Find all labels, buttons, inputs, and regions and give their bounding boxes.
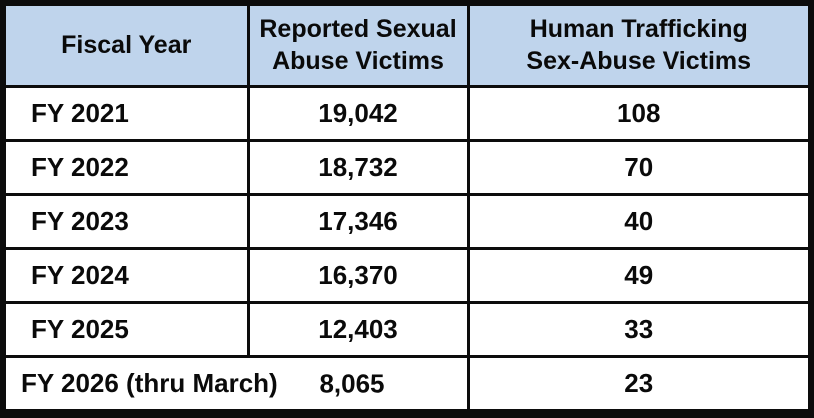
reported-victims-cell: 19,042 xyxy=(246,85,470,142)
trafficking-victims-cell: 40 xyxy=(466,193,813,250)
reported-victims-value: 8,065 xyxy=(319,368,385,398)
fiscal-year-cell: FY 2023 xyxy=(1,193,250,250)
fiscal-year-cell: FY 2022 xyxy=(1,139,250,196)
table-row: FY 2025 12,403 33 xyxy=(1,301,813,358)
trafficking-victims-cell: 33 xyxy=(466,301,813,358)
fiscal-year-merged-cell: FY 2026 (thru March) 8,065 xyxy=(1,355,470,415)
table-row-merged: FY 2026 (thru March) 8,065 23 xyxy=(1,355,813,415)
fiscal-year-cell: FY 2024 xyxy=(1,247,250,304)
reported-victims-cell: 18,732 xyxy=(246,139,470,196)
reported-victims-cell: 17,346 xyxy=(246,193,470,250)
fiscal-year-label: FY 2026 (thru March) xyxy=(21,368,278,398)
trafficking-victims-cell: 49 xyxy=(466,247,813,304)
trafficking-victims-cell: 108 xyxy=(466,85,813,142)
table-row: FY 2024 16,370 49 xyxy=(1,247,813,304)
fiscal-year-cell: FY 2021 xyxy=(1,85,250,142)
column-header-reported-sexual-abuse-victims: Reported Sexual Abuse Victims xyxy=(246,1,470,88)
column-header-human-trafficking-sex-abuse-victims: Human Trafficking Sex-Abuse Victims xyxy=(466,1,813,88)
fiscal-year-cell: FY 2025 xyxy=(1,301,250,358)
trafficking-victims-cell: 70 xyxy=(466,139,813,196)
table-row: FY 2022 18,732 70 xyxy=(1,139,813,196)
header-row: Fiscal Year Reported Sexual Abuse Victim… xyxy=(1,1,813,88)
column-header-fiscal-year: Fiscal Year xyxy=(1,1,250,88)
table-row: FY 2023 17,346 40 xyxy=(1,193,813,250)
table-row: FY 2021 19,042 108 xyxy=(1,85,813,142)
trafficking-victims-cell: 23 xyxy=(466,355,813,415)
reported-victims-cell: 16,370 xyxy=(246,247,470,304)
reported-victims-cell: 12,403 xyxy=(246,301,470,358)
